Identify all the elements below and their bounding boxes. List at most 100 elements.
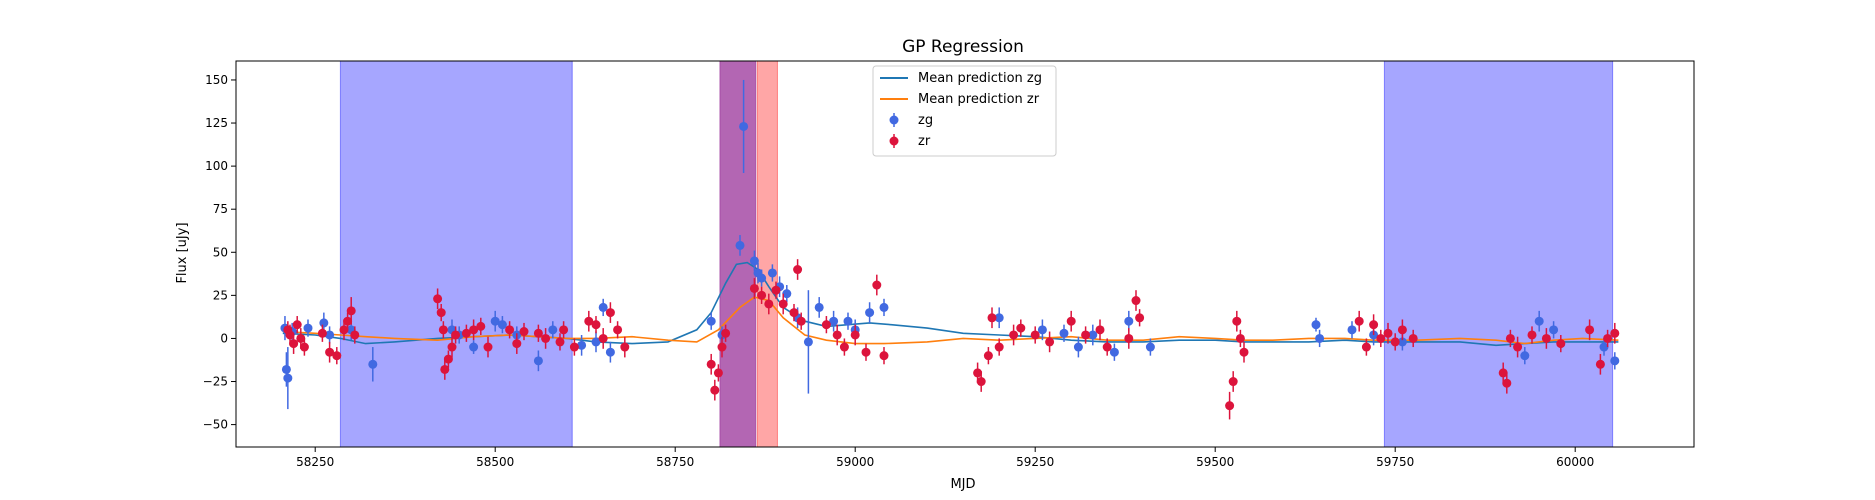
point-zr	[1045, 337, 1055, 347]
point-zr	[832, 330, 842, 340]
point-zr	[317, 328, 327, 338]
point-zg	[1109, 347, 1119, 357]
point-zg	[497, 320, 507, 330]
chart-title: GP Regression	[902, 37, 1024, 57]
point-zr	[1081, 330, 1091, 340]
point-zg	[865, 308, 875, 318]
point-zr	[285, 330, 295, 340]
point-zr	[1009, 330, 1019, 340]
y-tick-label: 125	[205, 116, 228, 130]
point-zr	[879, 351, 889, 361]
point-zg	[1397, 337, 1407, 347]
point-zr	[1390, 337, 1400, 347]
y-tick-label: 25	[213, 288, 228, 302]
point-zr	[973, 368, 983, 378]
point-zr	[440, 364, 450, 374]
point-zg	[303, 323, 313, 333]
point-zr	[591, 320, 601, 330]
point-zr	[598, 333, 608, 343]
point-zg	[577, 340, 587, 350]
point-zr	[443, 354, 453, 364]
point-zr	[764, 299, 774, 309]
point-zg	[598, 302, 608, 312]
point-zg	[1599, 342, 1609, 352]
x-tick-label: 59750	[1376, 455, 1414, 469]
point-zr	[713, 368, 723, 378]
point-zr	[1513, 342, 1523, 352]
point-zg	[1520, 351, 1530, 361]
point-zr	[433, 294, 443, 304]
x-tick-label: 59000	[836, 455, 874, 469]
point-zg	[605, 347, 615, 357]
shaded-region	[719, 60, 757, 448]
y-axis-ticks: −50 −25 0 25 50 75 100 125 150	[203, 73, 236, 432]
point-zr	[451, 330, 461, 340]
y-axis-label: Flux [uJy]	[175, 222, 190, 283]
point-zr	[796, 316, 806, 326]
shaded-region	[1383, 60, 1614, 448]
point-zr	[1408, 333, 1418, 343]
point-zr	[1235, 333, 1245, 343]
point-zr	[555, 337, 565, 347]
point-zr	[469, 325, 479, 335]
plot-frame	[235, 60, 1695, 448]
data-points	[280, 79, 1620, 420]
legend: Mean prediction zg Mean prediction zr zg…	[872, 65, 1057, 157]
point-zr	[839, 342, 849, 352]
point-zg	[281, 364, 291, 374]
point-zr	[299, 342, 309, 352]
point-zr	[1030, 330, 1040, 340]
point-zr	[559, 325, 569, 335]
x-axis-label: MJD	[950, 477, 975, 492]
y-tick-label: −50	[203, 418, 228, 432]
point-zr	[332, 351, 342, 361]
point-zg	[548, 325, 558, 335]
x-tick-label: 58750	[656, 455, 694, 469]
y-tick-label: 150	[205, 73, 228, 87]
point-zr	[343, 316, 353, 326]
point-zg	[1315, 333, 1325, 343]
point-zr	[1135, 313, 1145, 323]
point-zr	[519, 327, 529, 337]
point-zr	[717, 342, 727, 352]
point-zr	[983, 351, 993, 361]
y-tick-label: 75	[213, 202, 228, 216]
y-tick-label: 0	[220, 331, 228, 345]
point-zg	[591, 337, 601, 347]
point-zg	[1145, 342, 1155, 352]
point-zr	[850, 330, 860, 340]
point-zr	[1131, 296, 1141, 306]
point-zr	[438, 325, 448, 335]
point-zr	[350, 330, 360, 340]
shaded-regions	[339, 60, 1614, 448]
point-zr	[605, 308, 615, 318]
point-zg	[368, 359, 378, 369]
point-zr	[1603, 333, 1613, 343]
point-zr	[1124, 333, 1134, 343]
point-zr	[706, 359, 716, 369]
point-zg	[814, 302, 824, 312]
point-zr	[584, 316, 594, 326]
legend-label-zr-point: zr	[918, 134, 931, 149]
legend-label-zr-line: Mean prediction zr	[918, 92, 1040, 107]
point-zr	[793, 265, 803, 275]
point-zr	[569, 342, 579, 352]
x-tick-label: 58500	[476, 455, 514, 469]
point-zr	[987, 313, 997, 323]
point-zg	[782, 289, 792, 299]
point-zr	[296, 333, 306, 343]
x-tick-label: 60000	[1556, 455, 1594, 469]
point-zr	[821, 320, 831, 330]
point-zr	[710, 385, 720, 395]
point-zr	[1369, 320, 1379, 330]
point-zr	[533, 328, 543, 338]
point-zr	[292, 320, 302, 330]
point-zr	[1376, 333, 1386, 343]
x-axis-ticks: 58250 58500 58750 59000 59250 59500 59750 60000	[296, 447, 1594, 469]
point-zr	[1383, 328, 1393, 338]
point-zr	[1239, 347, 1249, 357]
point-zr	[1610, 328, 1620, 338]
point-zr	[1585, 325, 1595, 335]
point-zg	[879, 302, 889, 312]
